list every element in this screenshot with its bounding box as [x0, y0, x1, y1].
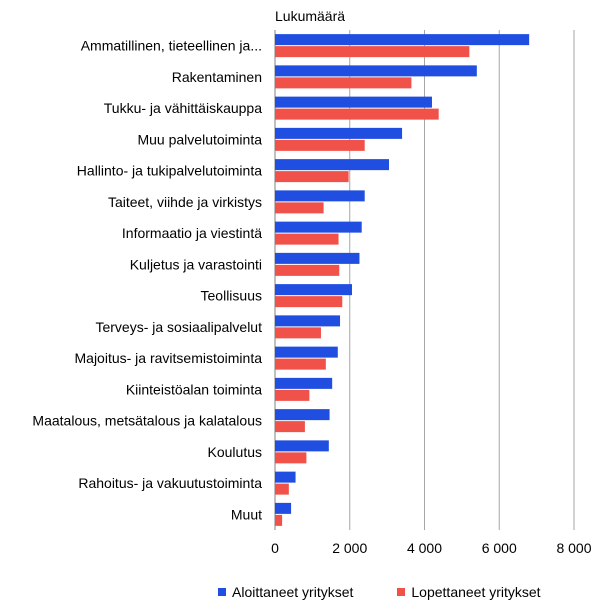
x-tick-label: 4 000	[407, 540, 442, 556]
category-label: Tukku- ja vähittäiskauppa	[104, 100, 262, 116]
bar-aloittaneet	[275, 221, 362, 233]
category-label: Maatalous, metsätalous ja kalatalous	[32, 413, 262, 429]
bar-lopettaneet	[275, 483, 289, 495]
category-label: Ammatillinen, tieteellinen ja...	[81, 38, 262, 54]
legend-swatch-aloittaneet	[218, 588, 226, 596]
bar-lopettaneet	[275, 46, 470, 58]
bar-aloittaneet	[275, 96, 432, 108]
category-label: Rahoitus- ja vakuutustoiminta	[78, 475, 262, 491]
bar-aloittaneet	[275, 34, 530, 46]
category-label: Hallinto- ja tukipalvelutoiminta	[77, 163, 262, 179]
bar-aloittaneet	[275, 127, 403, 139]
legend-item-aloittaneet: Aloittaneet yritykset	[218, 584, 353, 600]
bar-aloittaneet	[275, 284, 352, 296]
x-tick-label: 2 000	[332, 540, 367, 556]
bar-aloittaneet	[275, 346, 338, 358]
x-tick-label: 0	[271, 540, 279, 556]
bar-aloittaneet	[275, 440, 329, 452]
bar-lopettaneet	[275, 452, 307, 464]
category-label: Majoitus- ja ravitsemistoiminta	[75, 350, 263, 366]
bar-aloittaneet	[275, 502, 292, 514]
bar-aloittaneet	[275, 315, 341, 327]
bar-lopettaneet	[275, 171, 349, 183]
bar-aloittaneet	[275, 409, 330, 421]
bar-aloittaneet	[275, 190, 365, 202]
bar-aloittaneet	[275, 65, 477, 77]
legend-label-lopettaneet: Lopettaneet yritykset	[411, 584, 541, 600]
category-label: Rakentaminen	[172, 69, 262, 85]
bar-lopettaneet	[275, 296, 343, 308]
category-label: Kuljetus ja varastointi	[130, 256, 262, 272]
legend: Aloittaneet yritykset Lopettaneet yrityk…	[218, 584, 541, 600]
category-label: Informaatio ja viestintä	[122, 225, 262, 241]
category-label: Taiteet, viihde ja virkistys	[108, 194, 262, 210]
bar-lopettaneet	[275, 327, 321, 339]
category-label: Muut	[231, 506, 262, 522]
bar-lopettaneet	[275, 358, 326, 370]
bar-aloittaneet	[275, 471, 296, 483]
bar-aloittaneet	[275, 252, 360, 264]
legend-item-lopettaneet: Lopettaneet yritykset	[397, 584, 541, 600]
category-label: Koulutus	[208, 444, 262, 460]
category-label: Terveys- ja sosiaalipalvelut	[95, 319, 262, 335]
bar-lopettaneet	[275, 421, 305, 433]
bar-lopettaneet	[275, 233, 339, 245]
bar-lopettaneet	[275, 202, 324, 214]
category-label: Muu palvelutoiminta	[137, 131, 262, 147]
legend-swatch-lopettaneet	[397, 588, 406, 596]
bar-aloittaneet	[275, 159, 389, 171]
bar-chart: Ammatillinen, tieteellinen ja... Rakentam…	[32, 8, 591, 556]
bar-lopettaneet	[275, 514, 283, 526]
bar-lopettaneet	[275, 139, 365, 151]
category-label: Teollisuus	[201, 288, 262, 304]
bar-lopettaneet	[275, 389, 310, 401]
bar-aloittaneet	[275, 377, 333, 389]
x-tick-label: 6 000	[482, 540, 517, 556]
axis-title: Lukumäärä	[275, 8, 345, 24]
x-tick-label: 8 000	[556, 540, 591, 556]
category-label: Kiinteistöalan toiminta	[126, 381, 262, 397]
legend-label-aloittaneet: Aloittaneet yritykset	[232, 584, 354, 600]
bar-lopettaneet	[275, 77, 412, 89]
bar-lopettaneet	[275, 108, 439, 120]
bar-lopettaneet	[275, 264, 340, 276]
